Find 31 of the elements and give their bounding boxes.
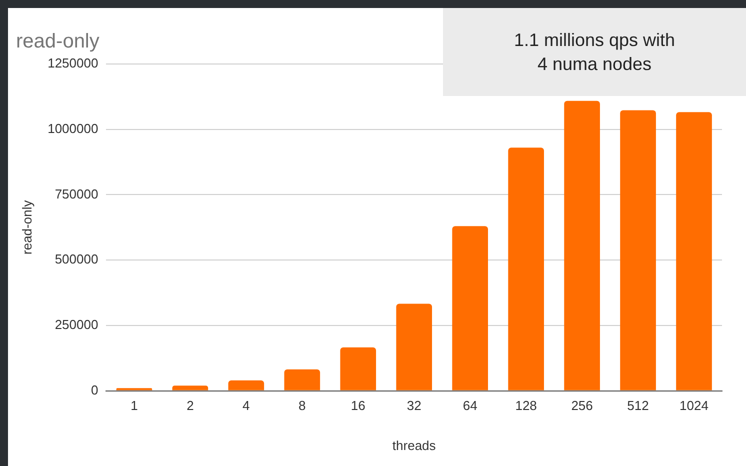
x-tick-label: 8 [298,398,306,414]
chart-title: read-only [16,30,100,53]
y-tick-label: 1000000 [48,120,98,136]
x-tick-label: 512 [627,398,649,414]
bar [508,148,544,390]
bar [452,226,488,390]
x-tick-label: 16 [350,398,366,414]
x-tick-label: 128 [515,398,537,414]
callout-box: 1.1 millions qps with 4 numa nodes [443,8,746,96]
x-axis-title: threads [392,438,436,453]
y-tick-label: 0 [90,382,98,398]
bar [564,100,600,390]
x-tick-label: 4 [242,398,250,414]
y-tick-label: 1250000 [48,56,98,71]
x-tick-label: 1024 [680,398,708,414]
y-tick-label: 750000 [54,186,98,202]
x-tick-label: 32 [406,398,422,414]
bar [172,386,208,390]
x-tick-label: 1 [130,398,138,414]
bar [676,112,712,390]
bar [284,369,320,390]
bar [340,347,376,390]
x-tick-label: 256 [571,398,593,414]
y-tick-label: 500000 [54,252,98,267]
y-tick-label: 250000 [54,317,98,332]
bar [620,110,656,390]
x-tick-label: 64 [462,398,478,414]
bar [228,380,264,390]
x-tick-label: 2 [186,398,194,414]
bar [396,304,432,390]
y-axis-title: read-only [19,200,34,254]
